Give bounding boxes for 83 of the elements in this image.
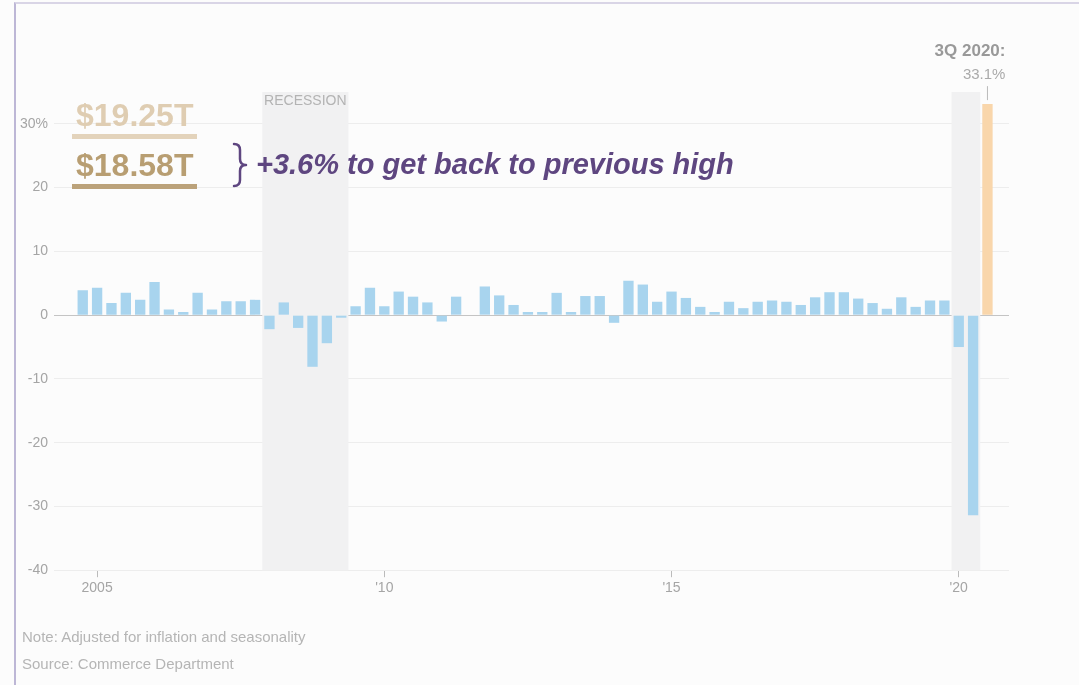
bar bbox=[738, 308, 749, 315]
bar bbox=[867, 303, 878, 315]
bar bbox=[608, 315, 620, 323]
bar bbox=[680, 297, 692, 315]
annotation: 3Q 2020: bbox=[934, 41, 1006, 61]
bar bbox=[838, 292, 850, 315]
y-tick-label: -30 bbox=[27, 497, 49, 514]
bar bbox=[393, 291, 404, 315]
bar bbox=[508, 304, 519, 315]
bar bbox=[364, 287, 376, 315]
bar bbox=[149, 282, 160, 315]
bar bbox=[896, 297, 907, 315]
y-tick-label: -40 bbox=[27, 561, 49, 578]
bar bbox=[953, 315, 964, 348]
bar bbox=[910, 306, 921, 315]
x-tick-label: '10 bbox=[375, 579, 394, 596]
bar bbox=[321, 315, 333, 344]
bar bbox=[135, 299, 146, 315]
y-tick-label: -20 bbox=[27, 433, 49, 450]
bar bbox=[336, 315, 347, 318]
bar bbox=[522, 311, 534, 315]
bar bbox=[565, 311, 577, 315]
x-tick-label: '15 bbox=[662, 579, 681, 596]
bar bbox=[192, 292, 203, 315]
bar bbox=[752, 301, 763, 315]
annotation: $18.58T bbox=[72, 146, 198, 189]
bar bbox=[350, 306, 361, 315]
band-label: RECESSION bbox=[264, 91, 347, 108]
bar bbox=[924, 300, 936, 315]
bar bbox=[795, 304, 806, 315]
bar bbox=[450, 296, 462, 315]
text: Note: Adjusted for inflation and seasonality bbox=[22, 628, 306, 645]
source-note: Source: Commerce Department bbox=[22, 655, 234, 672]
bar bbox=[551, 292, 562, 315]
bar bbox=[235, 301, 246, 315]
y-tick-label: 10 bbox=[32, 242, 49, 259]
bar bbox=[106, 303, 117, 315]
annotation: +3.6% to get back to previous high bbox=[256, 148, 734, 181]
bar bbox=[766, 300, 778, 315]
bar bbox=[292, 315, 304, 328]
bar bbox=[163, 309, 175, 315]
bar bbox=[637, 284, 648, 315]
bar bbox=[479, 286, 491, 315]
bar bbox=[623, 280, 634, 315]
bar bbox=[249, 299, 261, 315]
bar bbox=[853, 298, 864, 315]
bar bbox=[178, 311, 189, 315]
bar bbox=[436, 315, 447, 322]
bar bbox=[537, 311, 548, 315]
y-tick-label: 30% bbox=[19, 114, 49, 131]
bar bbox=[422, 302, 433, 315]
bar bbox=[221, 301, 232, 315]
bar bbox=[723, 301, 735, 315]
bar bbox=[594, 296, 605, 315]
bar bbox=[77, 290, 88, 315]
bar bbox=[881, 308, 893, 315]
bar bbox=[967, 315, 979, 516]
bar bbox=[666, 291, 677, 315]
bar bbox=[824, 292, 835, 315]
bar bbox=[809, 297, 821, 315]
y-tick-label: 20 bbox=[32, 178, 49, 195]
y-tick-label: -10 bbox=[27, 369, 49, 386]
bar bbox=[494, 295, 505, 315]
y-tick-label: 0 bbox=[40, 306, 49, 323]
data-label: 33.1% bbox=[962, 64, 1006, 82]
bar bbox=[407, 296, 419, 315]
bar bbox=[379, 306, 390, 315]
bar bbox=[278, 302, 289, 315]
bar bbox=[580, 296, 591, 315]
bar bbox=[652, 301, 663, 315]
bar bbox=[781, 301, 792, 315]
annotation: $19.25T bbox=[72, 96, 198, 139]
bar bbox=[695, 306, 706, 315]
bar bbox=[939, 300, 950, 315]
bar bbox=[206, 309, 218, 315]
bar bbox=[120, 292, 131, 315]
bar bbox=[709, 311, 720, 315]
bar bbox=[264, 315, 275, 330]
bar bbox=[982, 104, 993, 315]
bar bbox=[307, 315, 318, 367]
bar bbox=[91, 287, 103, 315]
x-tick-label: '20 bbox=[949, 579, 969, 596]
x-tick-label: 2005 bbox=[81, 579, 113, 596]
